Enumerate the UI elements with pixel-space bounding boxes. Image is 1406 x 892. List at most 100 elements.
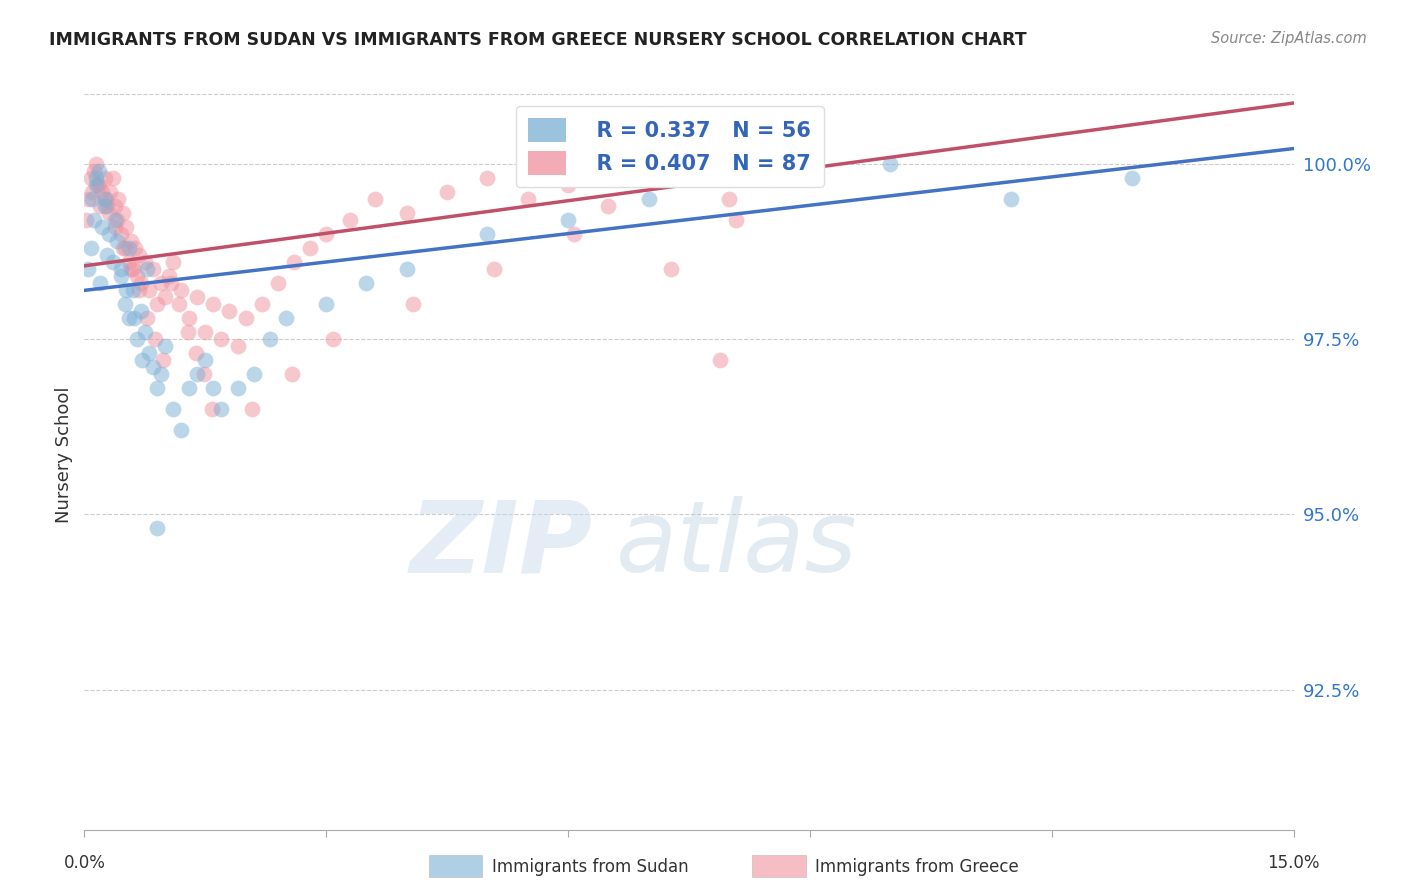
Point [93, 199, 115, 213]
Point [315, 227, 337, 242]
Point [209, 402, 232, 417]
Point [637, 157, 659, 171]
Point [131, 353, 153, 368]
Point [758, 171, 780, 186]
Point [179, 381, 201, 395]
Point [98, 186, 121, 200]
Point [101, 255, 124, 269]
Point [162, 255, 184, 269]
Point [83, 213, 105, 227]
Point [201, 402, 224, 417]
Point [86, 178, 108, 193]
Point [134, 326, 156, 340]
Point [557, 213, 579, 227]
Point [93, 192, 115, 206]
Point [637, 192, 659, 206]
Point [104, 220, 127, 235]
Point [114, 241, 136, 255]
Point [83, 164, 105, 178]
Point [101, 171, 124, 186]
Point [218, 304, 240, 318]
Point [134, 255, 156, 269]
Point [77, 262, 100, 277]
Point [114, 297, 136, 311]
Point [724, 213, 747, 227]
Point [179, 311, 201, 326]
Point [87, 164, 110, 178]
Point [160, 277, 183, 291]
Point [186, 368, 208, 382]
Point [86, 171, 108, 186]
Point [94, 192, 117, 206]
Point [129, 277, 152, 291]
Point [202, 381, 225, 395]
Point [339, 213, 361, 227]
Point [91, 186, 114, 200]
Point [96, 199, 118, 213]
Point [564, 227, 586, 242]
Point [170, 284, 193, 298]
Point [157, 269, 180, 284]
Point [138, 346, 160, 360]
Point [142, 262, 165, 277]
Point [115, 220, 138, 235]
Point [112, 206, 135, 220]
Point [97, 227, 120, 242]
Point [129, 304, 152, 318]
Point [146, 521, 169, 535]
Point [86, 157, 108, 171]
Point [598, 199, 620, 213]
Point [209, 332, 232, 346]
Point [121, 284, 143, 298]
Point [80, 171, 103, 186]
Point [202, 297, 225, 311]
Point [250, 297, 273, 311]
Point [75, 213, 97, 227]
Text: ZIP: ZIP [409, 496, 592, 593]
Point [121, 262, 143, 277]
Point [194, 326, 217, 340]
Point [97, 206, 120, 220]
Point [124, 311, 146, 326]
Point [125, 332, 148, 346]
Point [149, 277, 172, 291]
Point [120, 235, 142, 249]
Point [315, 297, 337, 311]
Point [482, 262, 505, 277]
Point [104, 199, 127, 213]
Point [240, 402, 263, 417]
Point [82, 192, 104, 206]
Text: Immigrants from Sudan: Immigrants from Sudan [492, 858, 689, 876]
Point [170, 424, 193, 438]
Point [162, 402, 184, 417]
Point [89, 199, 111, 213]
Text: Source: ZipAtlas.com: Source: ZipAtlas.com [1211, 31, 1367, 46]
Point [146, 381, 169, 395]
Point [128, 248, 150, 262]
Point [267, 277, 290, 291]
Point [322, 332, 344, 346]
Point [128, 284, 150, 298]
Point [110, 227, 132, 242]
Point [718, 192, 741, 206]
Point [104, 213, 127, 227]
Point [678, 171, 700, 186]
Point [226, 339, 249, 353]
Point [80, 241, 103, 255]
Point [685, 171, 707, 186]
Point [89, 277, 111, 291]
Point [557, 178, 579, 193]
Point [193, 368, 215, 382]
Point [136, 311, 159, 326]
Point [112, 241, 135, 255]
Point [110, 269, 132, 284]
Point [242, 368, 264, 382]
Point [1121, 171, 1143, 186]
Point [96, 248, 118, 262]
Point [356, 277, 378, 291]
Point [184, 346, 207, 360]
Point [395, 262, 418, 277]
Text: 15.0%: 15.0% [1267, 854, 1320, 872]
Point [143, 332, 166, 346]
Point [709, 353, 731, 368]
